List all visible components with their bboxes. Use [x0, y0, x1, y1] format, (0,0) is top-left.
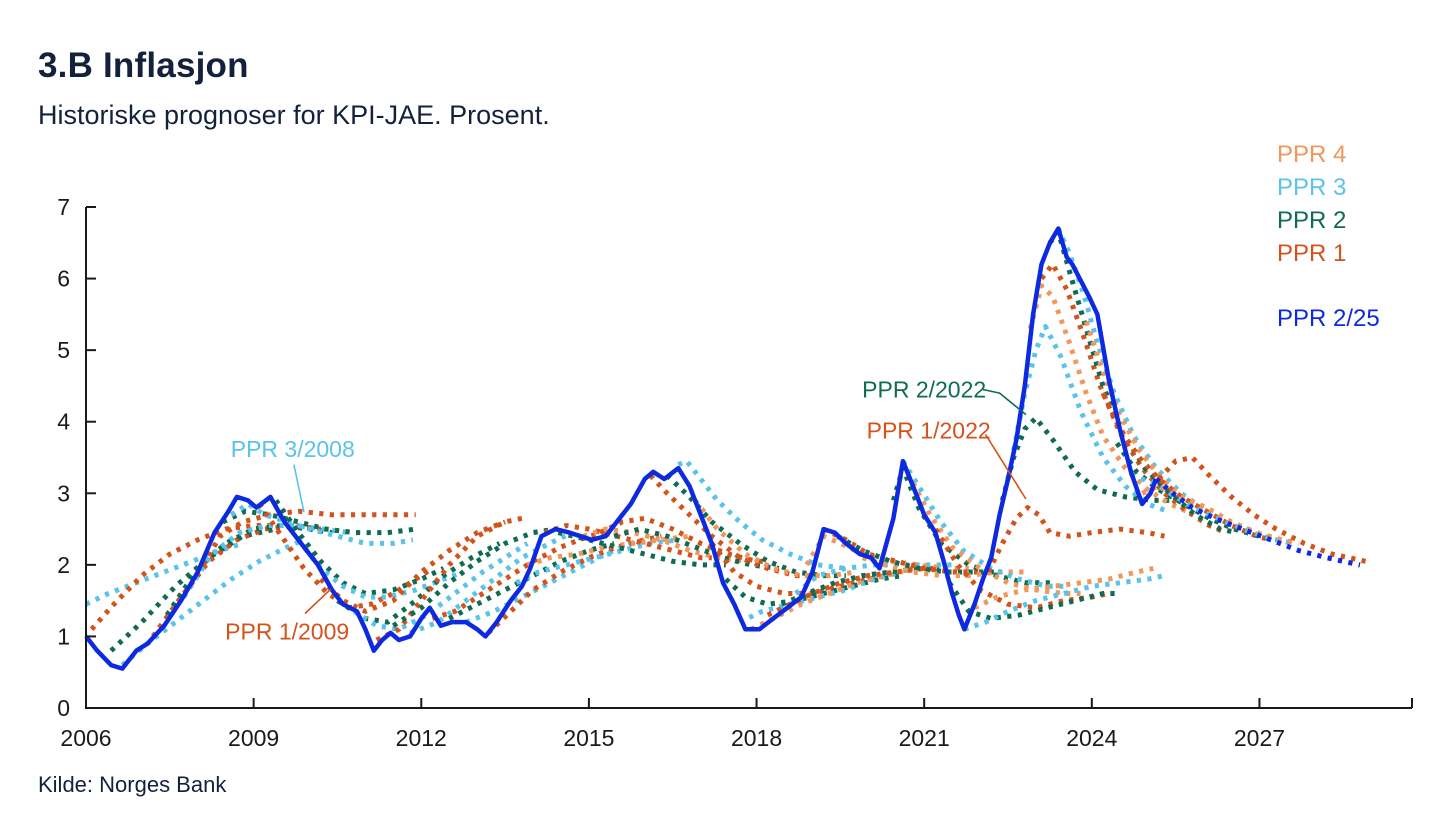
y-tick-label: 5	[57, 337, 70, 363]
series-ppr-1-2013	[486, 533, 663, 635]
series-ppr-3-2021	[963, 573, 1166, 632]
series-ppr-3-2022	[1011, 324, 1169, 514]
series-ppr-1-2018	[766, 565, 936, 618]
y-tick-label: 2	[57, 552, 70, 578]
source-label: Kilde: Norges Bank	[38, 772, 227, 797]
y-tick-label: 1	[57, 623, 70, 649]
series-ppr-2-2007	[164, 523, 333, 617]
y-tick-label: 7	[57, 194, 70, 220]
legend-item-ppr-2: PPR 2	[1277, 207, 1347, 234]
series-ppr-4-2019	[861, 555, 1025, 579]
series-ppr-3-2007	[181, 523, 349, 599]
y-tick-label: 0	[57, 695, 70, 721]
x-tick-label: 2015	[563, 725, 614, 751]
series-ppr-3-2008	[229, 501, 414, 546]
y-tick-label: 4	[57, 409, 70, 435]
x-tick-label: 2024	[1066, 725, 1117, 751]
legend-item-ppr-2-25: PPR 2/25	[1277, 305, 1380, 332]
series-ppr-4-2017	[749, 565, 914, 632]
series-ppr-1-2006	[89, 523, 271, 631]
legend-item-ppr-1: PPR 1	[1277, 240, 1347, 267]
series-ppr-2-2018	[780, 565, 947, 607]
series-ppr-2-2009	[273, 498, 445, 596]
y-tick-label: 6	[57, 266, 70, 292]
annotation-connector	[982, 388, 1027, 416]
series-ppr-1-2021	[933, 527, 1110, 611]
series-ppr-2-2019	[836, 534, 1003, 575]
annotation-connector	[304, 588, 332, 615]
series-ppr-1-2015	[599, 515, 768, 564]
x-tick-label: 2009	[228, 725, 279, 751]
annotation-label: PPR 1/2022	[867, 417, 991, 443]
series-ppr-4-2024	[1141, 483, 1300, 546]
series-ppr-3-2017	[738, 569, 903, 625]
series-ppr-2-25	[1154, 477, 1361, 568]
x-tick-label: 2027	[1234, 725, 1285, 751]
x-tick-label: 2018	[731, 725, 782, 751]
series-ppr-3-2005	[84, 541, 244, 607]
x-tick-label: 2021	[899, 725, 950, 751]
y-tick-label: 3	[57, 480, 70, 506]
series-ppr-4-2022	[1027, 283, 1188, 514]
series-kpi-jae	[84, 226, 1159, 671]
x-tick-label: 2006	[60, 725, 111, 751]
series-ppr-4-2020	[910, 481, 1081, 596]
legend-item-ppr-3: PPR 3	[1277, 174, 1347, 201]
chart-legend: PPR 4 PPR 3 PPR 2 PPR 1 PPR 2/25	[1277, 138, 1380, 335]
series-ppr-1-2017	[709, 541, 886, 596]
series-ppr-4-2023	[1083, 320, 1255, 536]
series-ppr-2-2011	[391, 526, 556, 628]
legend-gap	[1277, 270, 1380, 302]
annotation-label: PPR 2/2022	[862, 377, 986, 403]
series-ppr-4-2013	[526, 533, 690, 568]
series-ppr-4-2021	[973, 565, 1154, 611]
series-ppr-2-2015	[613, 526, 780, 571]
annotation-connector	[293, 464, 305, 513]
series-ppr-1-2025	[1157, 455, 1367, 564]
legend-item-ppr-4: PPR 4	[1277, 141, 1347, 168]
series-ppr-1-2019	[822, 526, 992, 575]
series-ppr-2-2010	[336, 541, 501, 625]
series-ppr-1-2007	[151, 523, 322, 638]
annotation-label: PPR 3/2008	[231, 436, 355, 462]
chart-subtitle: Historiske prognoser for KPI-JAE. Prosen…	[38, 100, 550, 130]
page-title: 3.B Inflasjon	[38, 46, 249, 85]
annotation-connector	[984, 434, 1027, 500]
series-ppr-1-2022	[986, 505, 1166, 574]
series-ppr-1-2011	[375, 515, 523, 643]
annotation-label: PPR 1/2009	[225, 618, 349, 644]
series-ppr-3-2010	[352, 541, 529, 632]
x-tick-label: 2012	[396, 725, 447, 751]
series-ppr-4-2016	[693, 498, 858, 579]
series-ppr-1-2010	[318, 519, 506, 614]
